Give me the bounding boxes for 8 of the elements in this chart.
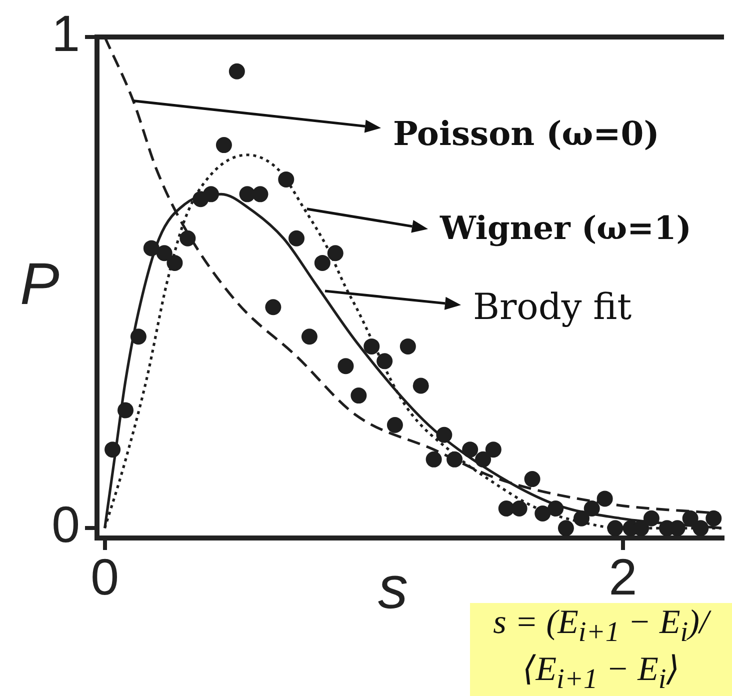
- x-axis-title: s: [378, 554, 408, 621]
- y-axis-title: P: [20, 251, 60, 317]
- annotation: Poisson (ω=0): [393, 114, 660, 153]
- y-tick-label: 1: [52, 5, 80, 62]
- text: s = (E$_{i+1}$ − E$_{i}$)/⟨E$_{i+1}$ − E$_{i}$⟩: [493, 604, 709, 694]
- x-tick-label: 2: [608, 548, 638, 606]
- annotation: Brody fit: [473, 287, 632, 328]
- annotation: Wigner (ω=1): [440, 209, 692, 247]
